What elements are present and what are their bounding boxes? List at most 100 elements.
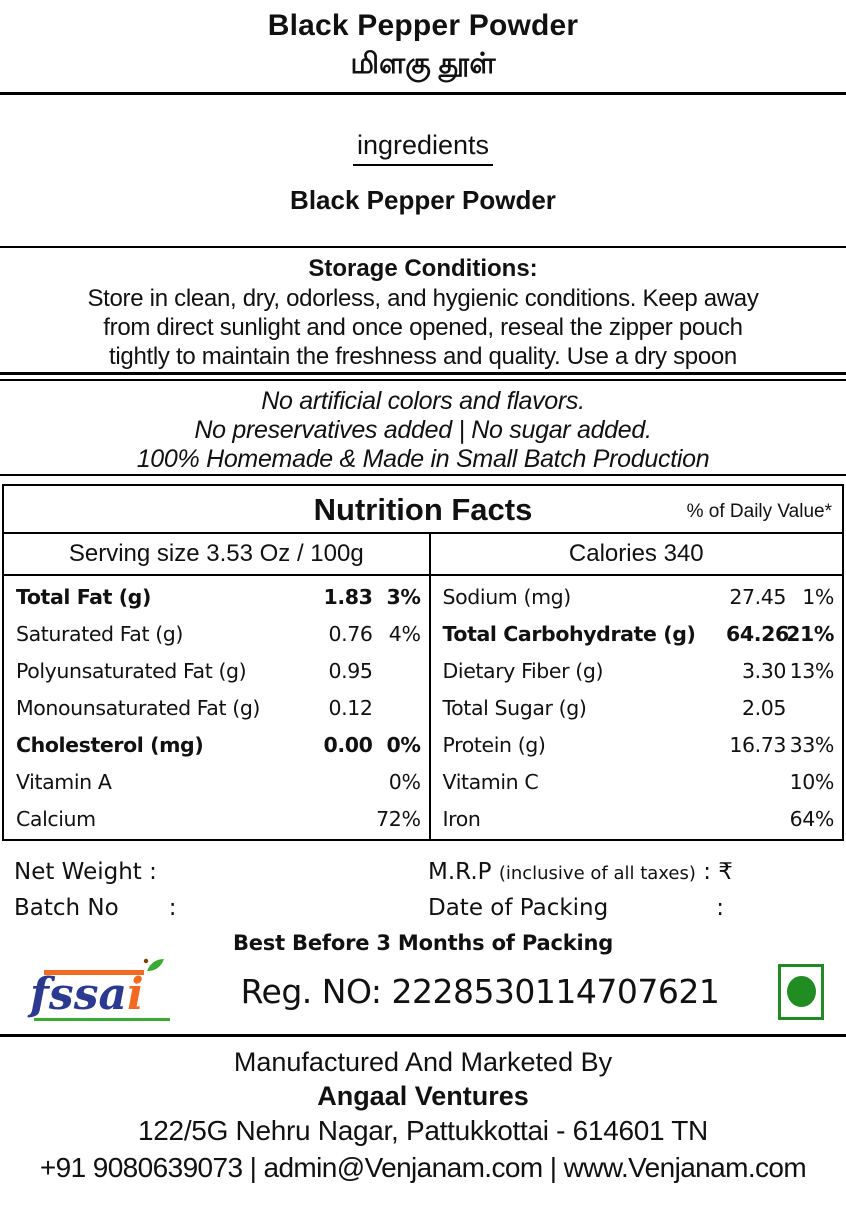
nutrient-value: 3.30 <box>741 658 786 683</box>
net-weight-label: Net Weight : <box>14 859 157 885</box>
batch-no-field: Batch No: <box>14 895 428 921</box>
storage-block: Storage Conditions: Store in clean, dry,… <box>0 248 846 372</box>
nutrient-dv: 1% <box>802 584 834 609</box>
nutrient-label: Sodium (mg) <box>442 584 572 609</box>
ingredients-block: ingredients Black Pepper Powder <box>0 95 846 248</box>
date-of-packing-field: Date of Packing: <box>428 895 832 921</box>
table-row: Cholesterol (mg) 0.00 0% <box>4 726 429 763</box>
nutrition-header: Nutrition Facts % of Daily Value* <box>4 486 842 534</box>
veg-dot <box>786 976 816 1007</box>
nutrient-dv: 0% <box>386 732 421 757</box>
serving-row: Serving size 3.53 Oz / 100g Calories 340 <box>4 534 842 576</box>
nutrient-label: Saturated Fat (g) <box>16 621 184 646</box>
storage-heading: Storage Conditions: <box>308 255 538 282</box>
table-row: Vitamin A 0% <box>4 763 429 800</box>
packaging-meta: Net Weight : M.R.P (inclusive of all tax… <box>0 841 846 955</box>
nutrient-value: 27.45 <box>729 584 786 609</box>
date-of-packing-label: Date of Packing <box>428 895 609 921</box>
nutrient-label: Total Fat (g) <box>16 584 151 609</box>
storage-line: Store in clean, dry, odorless, and hygie… <box>87 285 759 312</box>
nutrient-value: 0.12 <box>328 695 373 720</box>
nutrient-value: 16.73 <box>729 732 786 757</box>
nutrient-dv: 64% <box>789 806 835 831</box>
table-row: Sodium (mg) 27.45 1% <box>431 578 842 615</box>
claim-line: No preservatives added | No sugar added. <box>194 416 652 444</box>
company-name: Angaal Ventures <box>317 1081 529 1111</box>
ingredients-value: Black Pepper Powder <box>290 185 556 215</box>
claims-block: No artificial colors and flavors. No pre… <box>0 381 846 476</box>
table-row: Saturated Fat (g) 0.76 4% <box>4 615 429 652</box>
mrp-note: (inclusive of all taxes) <box>498 863 696 884</box>
nutrient-dv: 13% <box>789 658 835 683</box>
leaf-icon <box>143 958 164 971</box>
ingredients-heading: ingredients <box>352 131 494 166</box>
serving-size: Serving size 3.53 Oz / 100g <box>4 534 431 574</box>
manufactured-by-line: Manufactured And Marketed By <box>233 1047 613 1077</box>
storage-line: from direct sunlight and once opened, re… <box>103 314 743 341</box>
nutrition-title: Nutrition Facts <box>313 492 533 527</box>
mrp-currency: : ₹ <box>703 859 733 885</box>
nutrient-dv: 72% <box>376 806 421 831</box>
table-row: Calcium 72% <box>4 800 429 837</box>
nutrient-label: Total Carbohydrate (g) <box>442 621 696 646</box>
table-row: Iron 64% <box>431 800 842 837</box>
meta-row-2: Batch No: Date of Packing: <box>14 895 832 921</box>
fssai-wordmark-blue: fssa <box>30 968 127 1020</box>
best-before-note: Best Before 3 Months of Packing <box>232 931 614 955</box>
table-row: Polyunsaturated Fat (g) 0.95 <box>4 652 429 689</box>
claim-line: 100% Homemade & Made in Small Batch Prod… <box>136 445 710 473</box>
batch-colon: : <box>168 895 177 921</box>
mrp-label: M.R.P <box>428 859 492 885</box>
nutrient-label: Protein (g) <box>442 732 546 757</box>
manufacturer-block: Manufactured And Marketed By Angaal Vent… <box>0 1037 846 1186</box>
table-row: Protein (g) 16.73 33% <box>431 726 842 763</box>
product-title: Black Pepper Powder <box>267 9 579 42</box>
claim-line: No artificial colors and flavors. <box>261 387 585 415</box>
date-colon: : <box>716 895 724 921</box>
nutrient-value: 64.26 <box>726 621 789 646</box>
contact-line: +91 9080639073 | admin@Venjanam.com | ww… <box>39 1152 807 1183</box>
section-divider <box>0 372 846 381</box>
nutrient-value: 1.83 <box>323 584 373 609</box>
fssai-underline <box>34 1017 170 1021</box>
nutrient-dv: 0% <box>388 769 421 794</box>
fssai-reg-number: Reg. NO: 2228530114707621 <box>240 972 720 1011</box>
nutrition-right-column: Sodium (mg) 27.45 1% Total Carbohydrate (g… <box>431 576 842 839</box>
table-row: Dietary Fiber (g) 3.30 13% <box>431 652 842 689</box>
nutrient-value: 0.76 <box>328 621 373 646</box>
nutrition-left-column: Total Fat (g) 1.83 3% Saturated Fat (g) 0.7… <box>4 576 431 839</box>
calories: Calories 340 <box>568 540 704 567</box>
table-row: Vitamin C 10% <box>431 763 842 800</box>
table-row: Total Carbohydrate (g) 64.26 21% <box>431 615 842 652</box>
product-title-tamil: மிளகு தூள் <box>350 48 496 80</box>
nutrient-dv: 10% <box>789 769 835 794</box>
nutrient-label: Monounsaturated Fat (g) <box>16 695 261 720</box>
table-row: Total Fat (g) 1.83 3% <box>4 578 429 615</box>
nutrient-label: Polyunsaturated Fat (g) <box>16 658 247 683</box>
nutrient-label: Vitamin C <box>442 769 539 794</box>
daily-value-note: % of Daily Value* <box>686 501 832 522</box>
nutrient-value: 2.05 <box>741 695 786 720</box>
nutrient-label: Total Sugar (g) <box>442 695 587 720</box>
meta-row-1: Net Weight : M.R.P (inclusive of all tax… <box>14 859 832 885</box>
storage-line: tightly to maintain the freshness and qu… <box>109 343 737 370</box>
fssai-row: fssai Reg. NO: 2228530114707621 <box>0 955 846 1037</box>
batch-no-label: Batch No <box>14 895 119 921</box>
nutrition-body: Total Fat (g) 1.83 3% Saturated Fat (g) 0.7… <box>4 576 842 839</box>
nutrient-dv: 21% <box>786 621 834 646</box>
nutrient-value: 0.95 <box>328 658 373 683</box>
company-address: 122/5G Nehru Nagar, Pattukkottai - 61460… <box>138 1115 708 1146</box>
nutrient-value: 0.00 <box>323 732 373 757</box>
table-row: Monounsaturated Fat (g) 0.12 <box>4 689 429 726</box>
nutrient-label: Cholesterol (mg) <box>16 732 204 757</box>
fssai-bar <box>44 969 144 975</box>
nutrient-dv: 33% <box>789 732 835 757</box>
veg-mark-icon <box>778 963 824 1020</box>
nutrient-label: Dietary Fiber (g) <box>442 658 604 683</box>
table-row: Total Sugar (g) 2.05 <box>431 689 842 726</box>
fssai-wordmark: fssai <box>30 972 144 1017</box>
nutrient-label: Iron <box>442 806 481 831</box>
mrp-field: M.R.P (inclusive of all taxes) : ₹ <box>428 859 832 885</box>
nutrient-dv: 4% <box>388 621 421 646</box>
